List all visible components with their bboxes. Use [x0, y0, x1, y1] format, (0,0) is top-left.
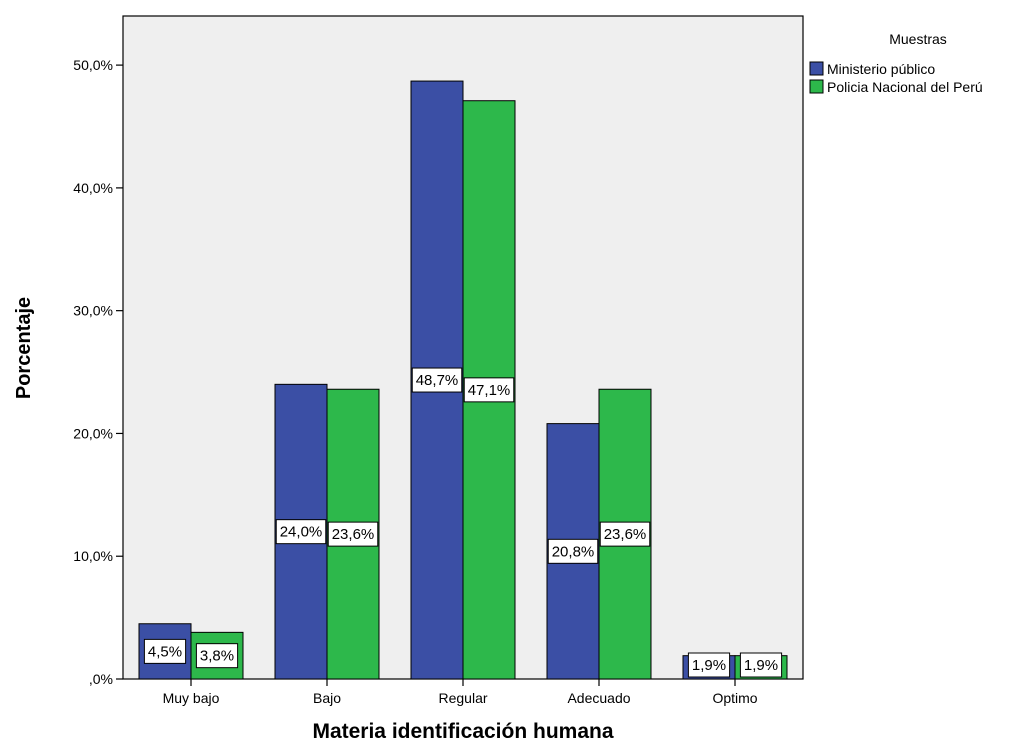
- data-label: 3,8%: [200, 648, 234, 665]
- data-label: 1,9%: [744, 657, 778, 674]
- x-tick-label: Muy bajo: [163, 690, 220, 706]
- data-label-box: [599, 521, 651, 547]
- data-label: 24,0%: [280, 524, 323, 541]
- x-axis-title: Materia identificación humana: [312, 720, 613, 743]
- y-tick-label: 10,0%: [73, 548, 113, 564]
- y-tick-label: 40,0%: [73, 180, 113, 196]
- legend-swatch: [809, 61, 824, 76]
- x-axis: Muy bajo Bajo Regular Adecuado Optimo: [163, 679, 758, 706]
- data-label-box: [143, 638, 187, 664]
- legend: Muestras Ministerio público Policia Nacio…: [809, 31, 983, 95]
- legend-label: Ministerio público: [827, 61, 935, 77]
- y-tick-label: 30,0%: [73, 303, 113, 319]
- data-label-box: [463, 377, 515, 403]
- data-label-box: [547, 538, 599, 564]
- data-label-box: [411, 367, 463, 393]
- data-label: 4,5%: [148, 643, 182, 660]
- data-label: 23,6%: [332, 526, 375, 543]
- data-label-box: [687, 652, 731, 678]
- data-label-box: [739, 652, 783, 678]
- x-tick-label: Optimo: [712, 690, 757, 706]
- data-label: 1,9%: [692, 657, 726, 674]
- data-label: 20,8%: [552, 543, 595, 560]
- data-label: 23,6%: [604, 526, 647, 543]
- data-label: 47,1%: [468, 382, 511, 399]
- x-tick-label: Regular: [438, 690, 487, 706]
- y-axis-title: Porcentaje: [13, 297, 35, 399]
- y-axis: ,0% 10,0% 20,0% 30,0% 40,0% 50,0%: [73, 57, 123, 687]
- data-label-box: [195, 643, 239, 669]
- data-label-box: [327, 521, 379, 547]
- legend-title: Muestras: [889, 31, 947, 47]
- y-tick-label: 50,0%: [73, 57, 113, 73]
- y-tick-label: ,0%: [89, 671, 113, 687]
- legend-swatch: [809, 79, 824, 94]
- data-label: 48,7%: [416, 372, 459, 389]
- data-label-box: [275, 519, 327, 545]
- y-tick-label: 20,0%: [73, 425, 113, 441]
- data-labels-group: 4,5% 3,8% 24,0% 23,6% 48,7% 47,1% 20,8% 23,6% 1,…: [143, 367, 783, 678]
- legend-label: Policia Nacional del Perú: [827, 79, 983, 95]
- x-tick-label: Adecuado: [567, 690, 630, 706]
- x-tick-label: Bajo: [313, 690, 341, 706]
